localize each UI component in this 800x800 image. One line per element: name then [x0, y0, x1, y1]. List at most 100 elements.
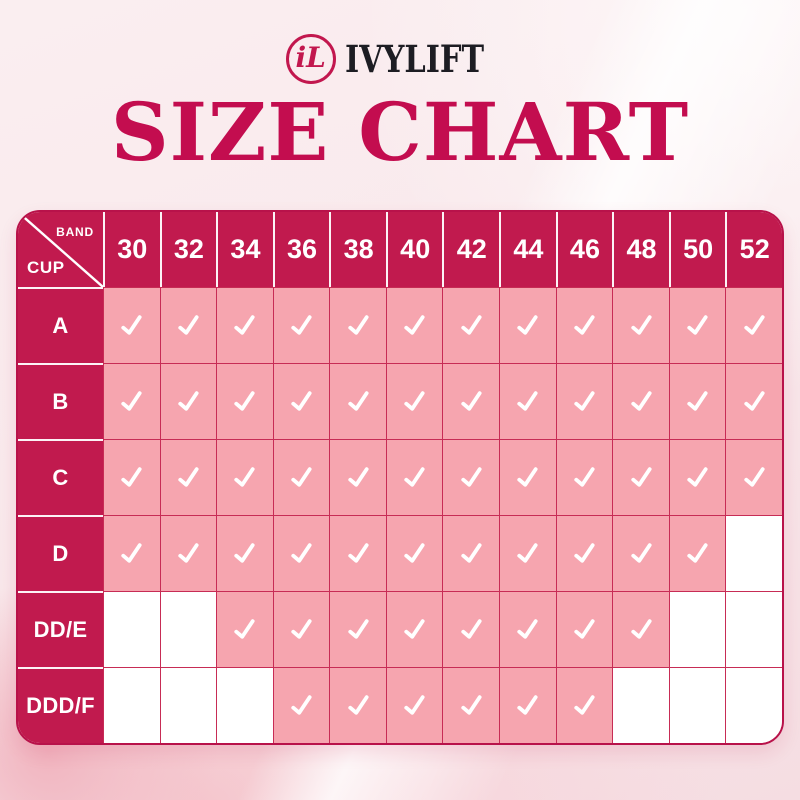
cell-DD-E-42 [442, 591, 500, 667]
cup-label-C: C [18, 439, 103, 515]
cell-A-40 [385, 287, 443, 363]
cell-A-32 [159, 287, 217, 363]
check-icon [461, 543, 482, 563]
cell-D-38 [329, 515, 386, 591]
cell-D-40 [385, 515, 443, 591]
cup-label-DD-E: DD/E [18, 591, 103, 667]
cell-DDD-F-34 [216, 667, 273, 743]
band-header-40: 40 [385, 212, 443, 287]
cell-A-48 [612, 287, 669, 363]
cell-DD-E-40 [385, 591, 443, 667]
check-icon [291, 619, 312, 639]
cell-B-42 [442, 363, 500, 439]
check-icon [630, 315, 652, 335]
band-header-52: 52 [725, 212, 782, 287]
cell-A-42 [442, 287, 500, 363]
cell-B-48 [612, 363, 669, 439]
cell-DDD-F-40 [385, 667, 443, 743]
check-icon [630, 391, 652, 411]
check-icon [347, 619, 369, 639]
cell-B-32 [159, 363, 217, 439]
cell-DDD-F-52 [725, 667, 782, 743]
page-title: SIZE CHART [110, 85, 690, 179]
check-icon [461, 315, 482, 335]
cell-DD-E-46 [555, 591, 613, 667]
band-header-46: 46 [555, 212, 613, 287]
cell-DDD-F-42 [442, 667, 500, 743]
cell-D-44 [499, 515, 556, 591]
cell-DD-E-34 [216, 591, 273, 667]
check-icon [404, 315, 425, 335]
cell-DDD-F-50 [668, 667, 726, 743]
brand-header: iL IVYLIFT [0, 30, 800, 88]
cell-C-42 [442, 439, 500, 515]
cell-A-30 [103, 287, 160, 363]
cell-A-52 [725, 287, 782, 363]
check-icon [461, 467, 482, 487]
band-header-50: 50 [668, 212, 726, 287]
check-icon [517, 391, 538, 411]
check-icon [461, 619, 482, 639]
cell-D-36 [272, 515, 330, 591]
check-icon [121, 543, 142, 563]
cell-B-44 [499, 363, 556, 439]
cell-DD-E-50 [668, 591, 726, 667]
check-icon [517, 619, 538, 639]
check-icon [347, 695, 369, 715]
band-header-38: 38 [329, 212, 386, 287]
check-icon [121, 315, 142, 335]
check-icon [178, 391, 199, 411]
check-icon [630, 619, 652, 639]
cell-DDD-F-48 [612, 667, 669, 743]
cell-D-48 [612, 515, 669, 591]
cup-label-DDD-F: DDD/F [18, 667, 103, 743]
cell-B-46 [555, 363, 613, 439]
cell-D-52 [725, 515, 782, 591]
check-icon [404, 619, 425, 639]
cell-C-32 [159, 439, 217, 515]
check-icon [687, 467, 708, 487]
cell-DD-E-52 [725, 591, 782, 667]
check-icon [744, 391, 765, 411]
cell-D-34 [216, 515, 273, 591]
cell-C-36 [272, 439, 330, 515]
cell-D-32 [159, 515, 217, 591]
band-header-48: 48 [612, 212, 669, 287]
cell-B-30 [103, 363, 160, 439]
cell-C-46 [555, 439, 613, 515]
check-icon [517, 315, 538, 335]
check-icon [630, 467, 652, 487]
check-icon [121, 391, 142, 411]
band-header-32: 32 [159, 212, 217, 287]
check-icon [234, 619, 256, 639]
check-icon [574, 315, 595, 335]
cell-A-38 [329, 287, 386, 363]
check-icon [517, 543, 538, 563]
cell-DD-E-30 [103, 591, 160, 667]
check-icon [574, 391, 595, 411]
check-icon [291, 391, 312, 411]
check-icon [630, 543, 652, 563]
cell-A-46 [555, 287, 613, 363]
check-icon [121, 467, 142, 487]
cup-label-D: D [18, 515, 103, 591]
check-icon [234, 391, 256, 411]
check-icon [347, 391, 369, 411]
cell-C-34 [216, 439, 273, 515]
cell-B-40 [385, 363, 443, 439]
cell-DDD-F-38 [329, 667, 386, 743]
cell-B-38 [329, 363, 386, 439]
check-icon [574, 695, 595, 715]
diagonal-divider-icon [18, 212, 103, 287]
check-icon [347, 315, 369, 335]
check-icon [404, 467, 425, 487]
brand-logo-icon: iL [285, 34, 336, 84]
cell-DD-E-38 [329, 591, 386, 667]
cell-D-30 [103, 515, 160, 591]
cell-C-44 [499, 439, 556, 515]
check-icon [461, 391, 482, 411]
cell-DD-E-48 [612, 591, 669, 667]
check-icon [574, 467, 595, 487]
cell-A-44 [499, 287, 556, 363]
cell-DDD-F-30 [103, 667, 160, 743]
